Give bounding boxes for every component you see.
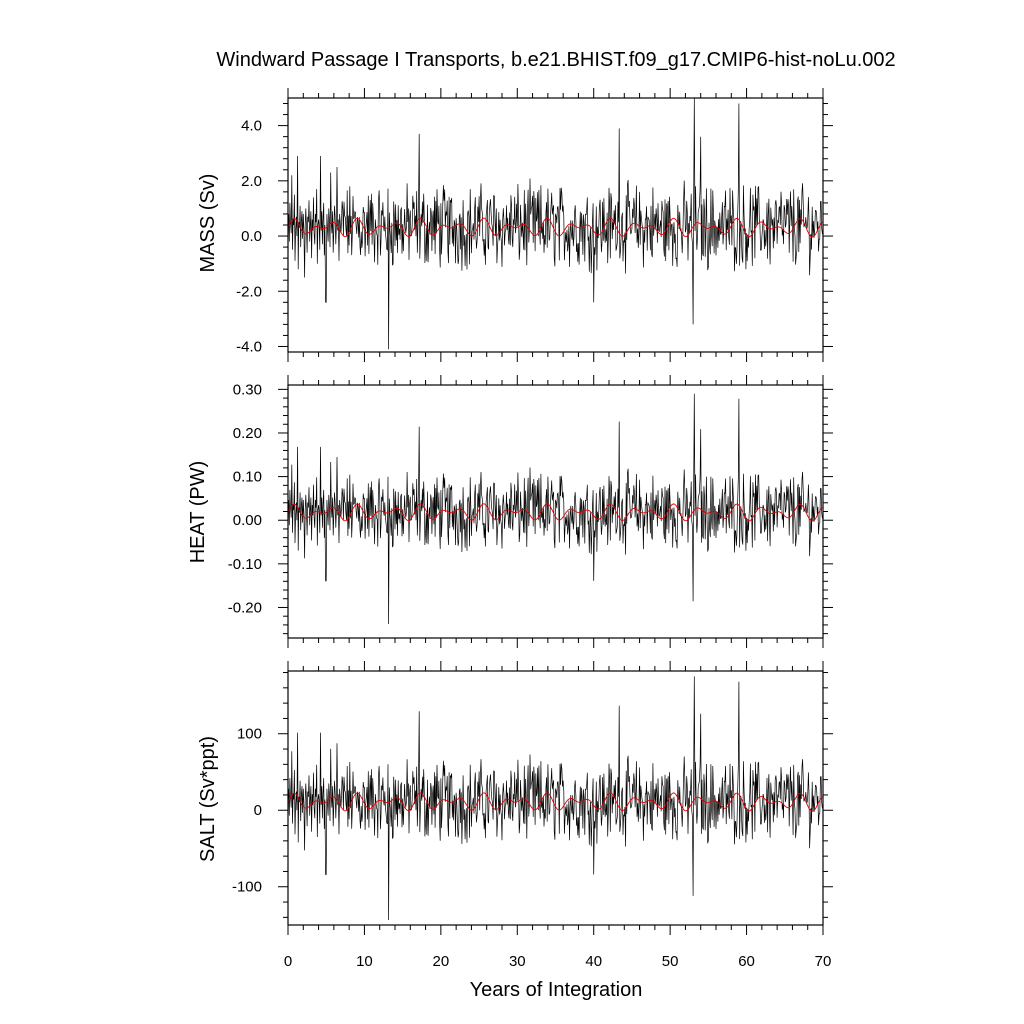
salt-smoothed-series-line [287,792,823,812]
mass-y-axis-label: MASS (Sv) [197,174,219,273]
x-axis-tick-labels: 0 10 20 30 40 50 60 70 [284,953,832,970]
mass-y-tick-label: -2.0 [236,283,262,300]
x-tick-label: 40 [585,953,602,970]
mass-y-tick-label: 4.0 [241,118,262,135]
mass-y-tick-label: 2.0 [241,173,262,190]
mass-y-tick-label: 0.0 [241,228,262,245]
panel-mass: MASS (Sv) -4.0 -2.0 0.0 2.0 4.0 [197,88,833,362]
heat-y-tick-label: 0.10 [233,469,262,486]
salt-y-axis-label: SALT (Sv*ppt) [197,736,219,862]
x-tick-label: 70 [815,953,832,970]
salt-y-tick-label: -100 [232,879,262,896]
heat-y-tick-label: -0.10 [228,556,262,573]
x-tick-label: 50 [662,953,679,970]
heat-plot-frame [287,384,824,639]
x-tick-label: 60 [738,953,755,970]
heat-axis-ticks [278,375,833,648]
mass-smoothed-series-line [287,217,823,238]
x-tick-label: 0 [284,953,292,970]
heat-raw-series-line [287,393,823,625]
heat-smoothed-series-line [287,503,823,522]
heat-tick-labels: -0.20 -0.10 0.00 0.10 0.20 0.30 [228,381,262,616]
salt-tick-labels: -100 0 100 [232,726,262,896]
salt-axis-ticks [278,661,833,935]
panel-salt: SALT (Sv*ppt) -100 0 100 [197,661,833,935]
salt-y-tick-label: 0 [254,802,262,819]
mass-axis-ticks [278,88,833,362]
salt-plot-frame [287,670,824,926]
salt-y-tick-label: 100 [237,726,262,743]
x-tick-label: 10 [356,953,373,970]
heat-y-tick-label: 0.20 [233,425,262,442]
mass-y-tick-label: -4.0 [236,338,262,355]
x-tick-label: 30 [509,953,526,970]
mass-tick-labels: -4.0 -2.0 0.0 2.0 4.0 [236,118,262,356]
salt-raw-series-line [287,676,823,921]
mass-raw-series-line [287,97,823,350]
chart-title: Windward Passage I Transports, b.e21.BHI… [216,49,895,71]
panel-heat: HEAT (PW) -0.20 -0.10 0.00 0.10 0.20 0.30 [187,375,833,648]
heat-y-tick-label: 0.30 [233,381,262,398]
x-axis-label: Years of Integration [470,979,643,1001]
mass-plot-frame [287,97,824,353]
heat-y-tick-label: 0.00 [233,512,262,529]
heat-y-axis-label: HEAT (PW) [187,461,209,564]
heat-y-tick-label: -0.20 [228,599,262,616]
x-tick-label: 20 [433,953,450,970]
